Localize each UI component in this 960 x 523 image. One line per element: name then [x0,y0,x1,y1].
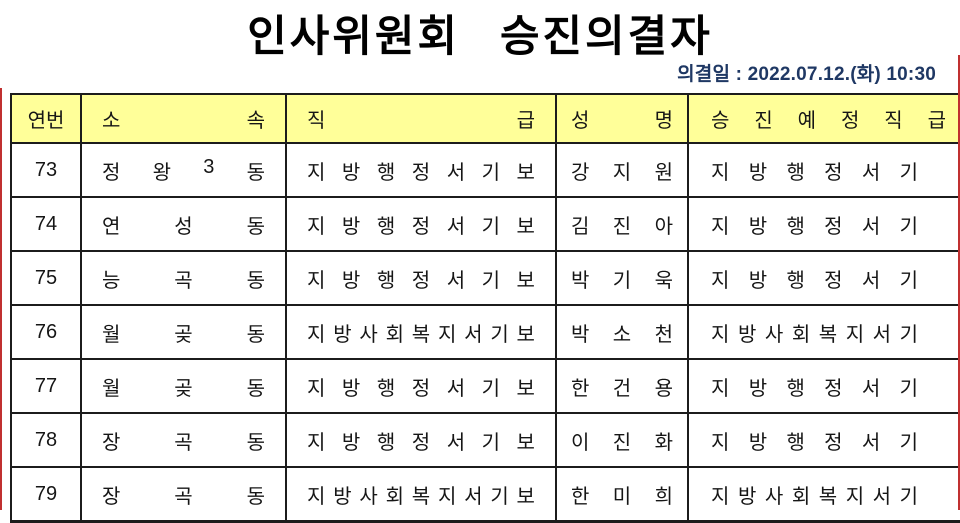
table-row: 76 월 곶 동 지 방 사 회 복 지 서 기 보 박 소 천 지 방 사 회 복 지 서 기 [10,304,960,360]
cell-no: 79 [10,466,82,523]
cell-no: 77 [10,358,82,414]
page-title: 인사위원회 승진의결자 [247,12,713,62]
right-edge-mark [958,55,960,510]
cell-no: 73 [10,142,82,198]
table-row: 73 정 왕 3 동 지 방 행 정 서 기 보 강 지 원 지 방 행 정 서 기 [10,142,960,198]
cell-no: 78 [10,412,82,468]
cell-no: 76 [10,304,82,360]
table-row: 75 능 곡 동 지 방 행 정 서 기 보 박 기 욱 지 방 행 정 서 기 [10,250,960,306]
table-row: 79 장 곡 동 지 방 사 회 복 지 서 기 보 한 미 희 지 방 사 회 복 지 서 기 [10,466,960,523]
header-no: 연번 [10,93,82,144]
cell-no: 75 [10,250,82,306]
table-body: 73 정 왕 3 동 지 방 행 정 서 기 보 강 지 원 지 방 행 정 서 기 74 연 성 동 지 방 행 정 서 기 보 김 진 아 지 방 행… [10,142,960,523]
left-edge-mark [0,88,2,510]
table-row: 77 월 곶 동 지 방 행 정 서 기 보 한 건 용 지 방 행 정 서 기 [10,358,960,414]
cell-no: 74 [10,196,82,252]
table-row: 74 연 성 동 지 방 행 정 서 기 보 김 진 아 지 방 행 정 서 기 [10,196,960,252]
table-row: 78 장 곡 동 지 방 행 정 서 기 보 이 진 화 지 방 행 정 서 기 [10,412,960,468]
decision-date: 의결일 : 2022.07.12.(화) 10:30 [677,64,936,85]
